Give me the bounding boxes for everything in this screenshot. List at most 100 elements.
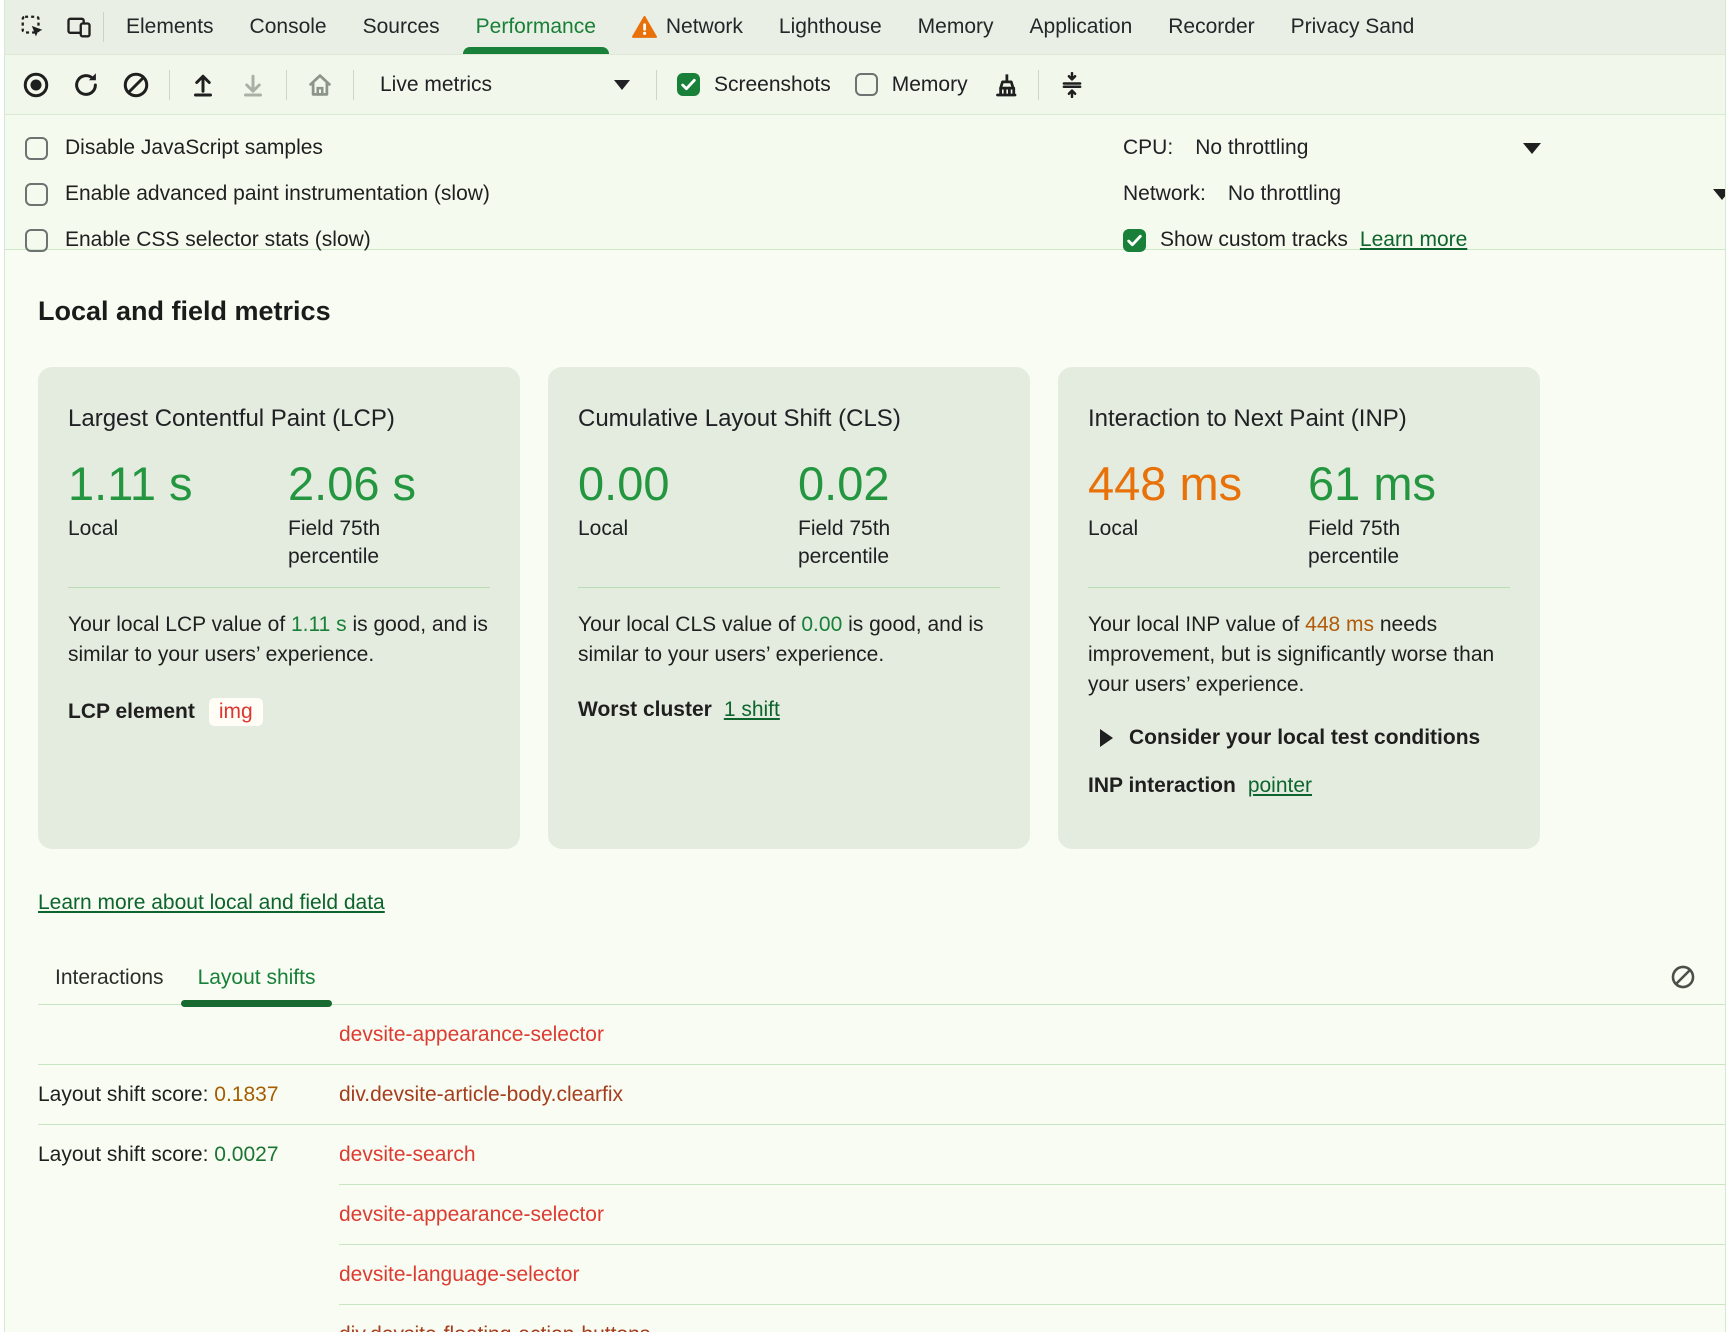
tab-interactions[interactable]: Interactions [38, 966, 181, 1004]
card-divider [1088, 587, 1510, 588]
inspect-element-icon[interactable] [19, 13, 47, 41]
toolbar-divider [286, 70, 287, 100]
inp-summary: Your local INP value of 448 ms needs imp… [1088, 610, 1512, 700]
css-selector-stats-label: Enable CSS selector stats (slow) [65, 228, 371, 252]
tab-privacy-sandbox[interactable]: Privacy Sand [1273, 0, 1433, 54]
layout-shifts-table: devsite-appearance-selector Layout shift… [38, 1005, 1726, 1332]
device-toolbar-icon[interactable] [65, 13, 93, 41]
custom-tracks-learn-more-link[interactable]: Learn more [1360, 228, 1467, 252]
shift-element-link[interactable]: div.devsite-article-body.clearfix [339, 1083, 623, 1107]
disable-js-samples-label: Disable JavaScript samples [65, 136, 323, 160]
inp-interaction-link[interactable]: pointer [1248, 774, 1312, 798]
clear-button[interactable] [115, 64, 157, 106]
advanced-paint-label: Enable advanced paint instrumentation (s… [65, 182, 490, 206]
tab-elements[interactable]: Elements [108, 0, 232, 54]
inp-local-value: 448 ms [1088, 457, 1308, 511]
devtools-performance-panel: Elements Console Sources Performance Net… [4, 0, 1726, 1332]
clear-log-icon[interactable] [1669, 963, 1697, 996]
chevron-down-icon [614, 80, 630, 90]
cls-values: 0.00 Local 0.02 Field 75th percentile [578, 457, 1000, 571]
layout-shift-row: devsite-appearance-selector [38, 1005, 1726, 1065]
network-label: Network: [1123, 182, 1206, 206]
cls-local-value: 0.00 [578, 457, 798, 511]
cls-card-title: Cumulative Layout Shift (CLS) [578, 405, 1000, 433]
tab-application[interactable]: Application [1012, 0, 1151, 54]
memory-checkbox[interactable]: Memory [847, 73, 976, 97]
reload-record-button[interactable] [65, 64, 107, 106]
chevron-down-icon[interactable] [1523, 143, 1541, 154]
home-icon[interactable] [299, 64, 341, 106]
tab-lighthouse[interactable]: Lighthouse [761, 0, 900, 54]
download-profile-icon[interactable] [232, 64, 274, 106]
shift-element-cell: devsite-search [339, 1125, 1726, 1185]
lcp-element-chip[interactable]: img [209, 698, 263, 726]
inp-summary-value: 448 ms [1305, 613, 1374, 636]
cpu-label: CPU: [1123, 136, 1173, 160]
toolbar-divider [169, 70, 170, 100]
inp-field-column: 61 ms Field 75th percentile [1308, 457, 1508, 571]
shift-element-link[interactable]: div.devsite-floating-action-buttons [339, 1323, 650, 1332]
cpu-throttling-select[interactable]: No throttling [1195, 136, 1308, 160]
active-tab-indicator [181, 1000, 333, 1007]
inp-values: 448 ms Local 61 ms Field 75th percentile [1088, 457, 1510, 571]
layout-shift-row: Layout shift score: 0.0027 devsite-searc… [38, 1125, 1726, 1185]
active-tab-indicator [463, 47, 609, 54]
screenshots-checkbox[interactable]: Screenshots [669, 73, 839, 97]
history-dropdown[interactable]: Live metrics [366, 64, 644, 106]
devtools-tabbar: Elements Console Sources Performance Net… [5, 0, 1725, 55]
checkbox-unchecked-icon [25, 137, 48, 160]
tab-performance[interactable]: Performance [458, 0, 614, 54]
upload-profile-icon[interactable] [182, 64, 224, 106]
network-throttling-select[interactable]: No throttling [1228, 182, 1341, 206]
lcp-summary: Your local LCP value of 1.11 s is good, … [68, 610, 492, 670]
tab-layout-shifts[interactable]: Layout shifts [181, 966, 333, 1004]
tab-sources[interactable]: Sources [345, 0, 458, 54]
metric-cards: Largest Contentful Paint (LCP) 1.11 s Lo… [38, 367, 1540, 849]
local-test-conditions-label: Consider your local test conditions [1129, 726, 1480, 750]
inp-interaction-row: INP interaction pointer [1088, 774, 1510, 798]
shift-score-cell: Layout shift score: 0.1837 [38, 1083, 339, 1107]
shift-element-cell: devsite-language-selector [339, 1245, 1726, 1305]
tab-memory[interactable]: Memory [900, 0, 1012, 54]
lcp-local-column: 1.11 s Local [68, 457, 288, 571]
metrics-heading: Local and field metrics [38, 296, 1725, 327]
layout-shift-row: div.devsite-floating-action-buttons [38, 1305, 1726, 1332]
cls-local-column: 0.00 Local [578, 457, 798, 571]
field-data-learn-more-link[interactable]: Learn more about local and field data [38, 891, 385, 915]
performance-toolbar: Live metrics Screenshots Memory [5, 55, 1725, 115]
cpu-throttling-row: CPU: No throttling [1123, 125, 1726, 171]
toolbar-divider [353, 70, 354, 100]
shift-element-link[interactable]: devsite-language-selector [339, 1263, 579, 1287]
shift-element-link[interactable]: devsite-appearance-selector [339, 1203, 604, 1227]
lcp-card: Largest Contentful Paint (LCP) 1.11 s Lo… [38, 367, 520, 849]
shift-element-link[interactable]: devsite-search [339, 1143, 476, 1167]
checkbox-unchecked-icon [25, 183, 48, 206]
cls-worst-cluster-label: Worst cluster [578, 698, 712, 722]
toolbar-divider [656, 70, 657, 100]
tabbar-divider [103, 12, 104, 42]
shift-score-cell: Layout shift score: 0.0027 [38, 1143, 339, 1167]
custom-tracks-label: Show custom tracks [1160, 228, 1348, 252]
lcp-values: 1.11 s Local 2.06 s Field 75th percentil… [68, 457, 490, 571]
cls-card: Cumulative Layout Shift (CLS) 0.00 Local… [548, 367, 1030, 849]
collapse-panel-icon[interactable] [1051, 64, 1093, 106]
layout-shift-row: devsite-appearance-selector [38, 1185, 1726, 1245]
live-metrics-view: Local and field metrics Largest Contentf… [5, 296, 1725, 1332]
shift-element-cell: div.devsite-floating-action-buttons [339, 1305, 1726, 1332]
tab-recorder[interactable]: Recorder [1150, 0, 1272, 54]
cls-worst-cluster-link[interactable]: 1 shift [724, 698, 780, 722]
checkbox-checked-icon[interactable] [1123, 229, 1146, 252]
garbage-collect-icon[interactable] [984, 64, 1026, 106]
inp-card-title: Interaction to Next Paint (INP) [1088, 405, 1510, 433]
shift-element-cell: devsite-appearance-selector [339, 1005, 1726, 1065]
capture-options-right: CPU: No throttling Network: No throttlin… [1123, 125, 1726, 263]
record-button[interactable] [15, 64, 57, 106]
tab-console[interactable]: Console [232, 0, 345, 54]
chevron-down-icon[interactable] [1713, 189, 1726, 200]
inp-field-label: Field 75th percentile [1308, 515, 1458, 571]
shift-element-link[interactable]: devsite-appearance-selector [339, 1023, 604, 1047]
local-test-conditions-disclosure[interactable]: Consider your local test conditions [1088, 726, 1510, 750]
tab-network[interactable]: Network [614, 0, 761, 54]
lcp-field-value: 2.06 s [288, 457, 488, 511]
triangle-right-icon [1100, 729, 1113, 747]
